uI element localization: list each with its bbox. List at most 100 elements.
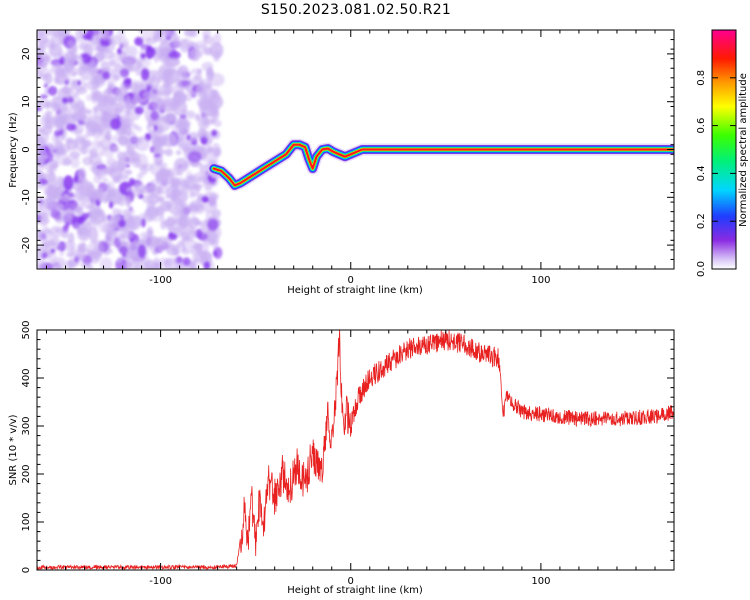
- noise-speckle: [137, 172, 144, 180]
- noise-speckle: [160, 83, 174, 96]
- noise-speckle: [68, 97, 74, 103]
- noise-speckle: [141, 235, 151, 248]
- noise-speckle: [188, 30, 199, 38]
- noise-speckle: [43, 83, 49, 88]
- noise-speckle: [64, 240, 76, 252]
- noise-speckle: [153, 153, 161, 158]
- noise-speckle: [140, 43, 151, 50]
- noise-speckle: [93, 110, 99, 119]
- noise-speckle: [159, 40, 170, 57]
- noise-speckle: [37, 211, 50, 221]
- noise-speckle: [52, 190, 58, 200]
- noise-speckle: [60, 195, 72, 202]
- noise-speckle: [168, 231, 173, 237]
- noise-speckle: [210, 177, 217, 182]
- noise-speckle: [37, 107, 42, 111]
- noise-speckle: [173, 157, 189, 173]
- spectrogram-y-tick-label: 0: [21, 146, 32, 152]
- noise-speckle: [108, 97, 117, 106]
- noise-speckle: [99, 149, 105, 157]
- noise-speckle: [109, 214, 121, 222]
- noise-speckle: [54, 129, 61, 137]
- noise-speckle: [96, 188, 104, 202]
- snr-x-tick-label: -100: [149, 576, 172, 587]
- noise-speckle: [43, 73, 53, 85]
- noise-speckle: [181, 245, 187, 252]
- noise-speckle: [82, 156, 94, 166]
- noise-speckle: [207, 148, 213, 153]
- noise-speckle: [59, 56, 65, 65]
- noise-speckle: [182, 257, 191, 266]
- noise-speckle: [141, 30, 153, 42]
- spectrogram-x-label: Height of straight line (km): [287, 285, 423, 296]
- page-title: S150.2023.081.02.50.R21: [260, 2, 452, 18]
- noise-speckle: [125, 196, 131, 208]
- noise-speckle: [157, 64, 174, 82]
- noise-region: [37, 30, 225, 269]
- noise-speckle: [75, 112, 81, 118]
- noise-speckle: [76, 86, 87, 95]
- noise-speckle: [173, 258, 177, 264]
- noise-speckle: [61, 86, 70, 94]
- noise-speckle: [196, 82, 206, 94]
- noise-speckle: [137, 244, 146, 259]
- noise-speckle: [188, 229, 196, 236]
- noise-speckle: [117, 48, 122, 55]
- noise-speckle: [133, 82, 138, 88]
- noise-speckle: [42, 68, 53, 76]
- noise-speckle: [176, 243, 181, 248]
- noise-speckle: [55, 228, 62, 233]
- noise-speckle: [77, 80, 81, 86]
- noise-speckle: [64, 51, 75, 64]
- noise-speckle: [108, 201, 114, 209]
- noise-speckle: [191, 217, 200, 226]
- noise-speckle: [39, 178, 49, 185]
- noise-speckle: [48, 231, 54, 237]
- noise-speckle: [81, 212, 89, 221]
- noise-speckle: [101, 112, 113, 127]
- noise-speckle: [117, 195, 126, 207]
- noise-speckle: [86, 61, 97, 75]
- snr-y-tick-label: 500: [21, 320, 32, 339]
- noise-speckle: [117, 135, 128, 145]
- noise-speckle: [154, 58, 159, 63]
- noise-speckle: [69, 82, 78, 91]
- noise-speckle: [43, 240, 56, 247]
- noise-speckle: [135, 136, 150, 152]
- noise-speckle: [175, 149, 182, 156]
- noise-speckle: [154, 236, 173, 252]
- noise-speckle: [134, 36, 144, 46]
- noise-speckle: [78, 227, 91, 241]
- noise-speckle: [209, 87, 216, 93]
- noise-speckle: [70, 156, 80, 169]
- noise-speckle: [125, 99, 137, 109]
- noise-speckle: [75, 135, 85, 143]
- noise-speckle: [77, 177, 88, 185]
- noise-speckle: [147, 120, 155, 127]
- noise-speckle: [168, 51, 181, 60]
- noise-speckle: [92, 209, 101, 217]
- snr-y-tick-label: 100: [21, 512, 32, 531]
- spectrogram-y-tick-label: 10: [21, 95, 32, 108]
- noise-speckle: [110, 87, 117, 98]
- noise-speckle: [88, 147, 94, 153]
- noise-speckle: [211, 238, 219, 249]
- noise-speckle: [203, 261, 211, 269]
- noise-speckle: [167, 198, 184, 216]
- noise-speckle: [145, 47, 155, 58]
- noise-speckle: [37, 196, 44, 213]
- snr-frame: [36, 329, 675, 571]
- noise-speckle: [118, 51, 128, 62]
- noise-speckle: [173, 218, 182, 226]
- noise-speckle: [67, 40, 76, 48]
- noise-speckle: [213, 147, 222, 157]
- noise-speckle: [157, 170, 169, 181]
- noise-speckle: [122, 253, 127, 257]
- noise-speckle: [73, 54, 81, 60]
- noise-speckle: [140, 84, 148, 91]
- noise-speckle: [198, 175, 203, 183]
- noise-speckle: [37, 135, 46, 153]
- snr-x-tick-label: 100: [531, 576, 550, 587]
- noise-speckle: [80, 262, 91, 269]
